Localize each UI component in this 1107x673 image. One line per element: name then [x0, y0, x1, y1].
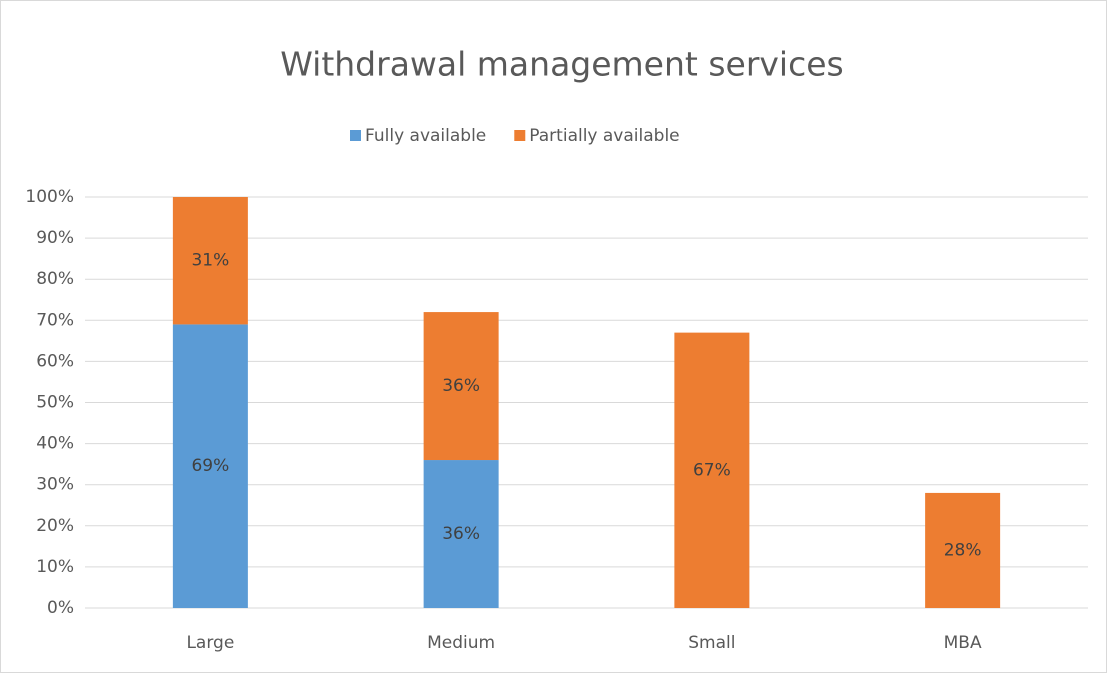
bar-segment [674, 332, 750, 608]
y-tick-label: 10% [36, 557, 74, 577]
x-tick-label: Small [688, 633, 735, 653]
y-tick-label: 0% [47, 598, 74, 618]
data-label: 36% [442, 524, 480, 544]
data-label: 67% [693, 460, 731, 480]
y-tick-label: 60% [36, 351, 74, 371]
x-tick-label: MBA [944, 633, 982, 653]
data-label: 31% [191, 251, 229, 271]
bar-segment [925, 492, 1001, 608]
y-tick-label: 80% [36, 269, 74, 289]
y-tick-label: 40% [36, 434, 74, 454]
chart-title: Withdrawal management services [280, 45, 843, 84]
bar-segment [172, 197, 248, 325]
bar-segment [423, 460, 499, 608]
y-tick-label: 100% [25, 187, 74, 207]
bar-segment [423, 312, 499, 461]
data-label: 69% [191, 456, 229, 476]
y-tick-label: 90% [36, 228, 74, 248]
legend-swatch [514, 130, 526, 141]
legend-label: Fully available [365, 126, 486, 146]
x-tick-label: Medium [427, 633, 495, 653]
legend-label: Partially available [529, 126, 679, 146]
x-tick-label: Large [186, 633, 234, 653]
legend-swatch [350, 130, 361, 141]
data-label: 28% [944, 540, 982, 560]
y-tick-label: 30% [36, 475, 74, 495]
bar-segment [172, 324, 248, 608]
data-label: 36% [442, 376, 480, 396]
y-tick-label: 70% [36, 310, 74, 330]
y-tick-label: 20% [36, 516, 74, 536]
y-tick-label: 50% [36, 393, 74, 413]
